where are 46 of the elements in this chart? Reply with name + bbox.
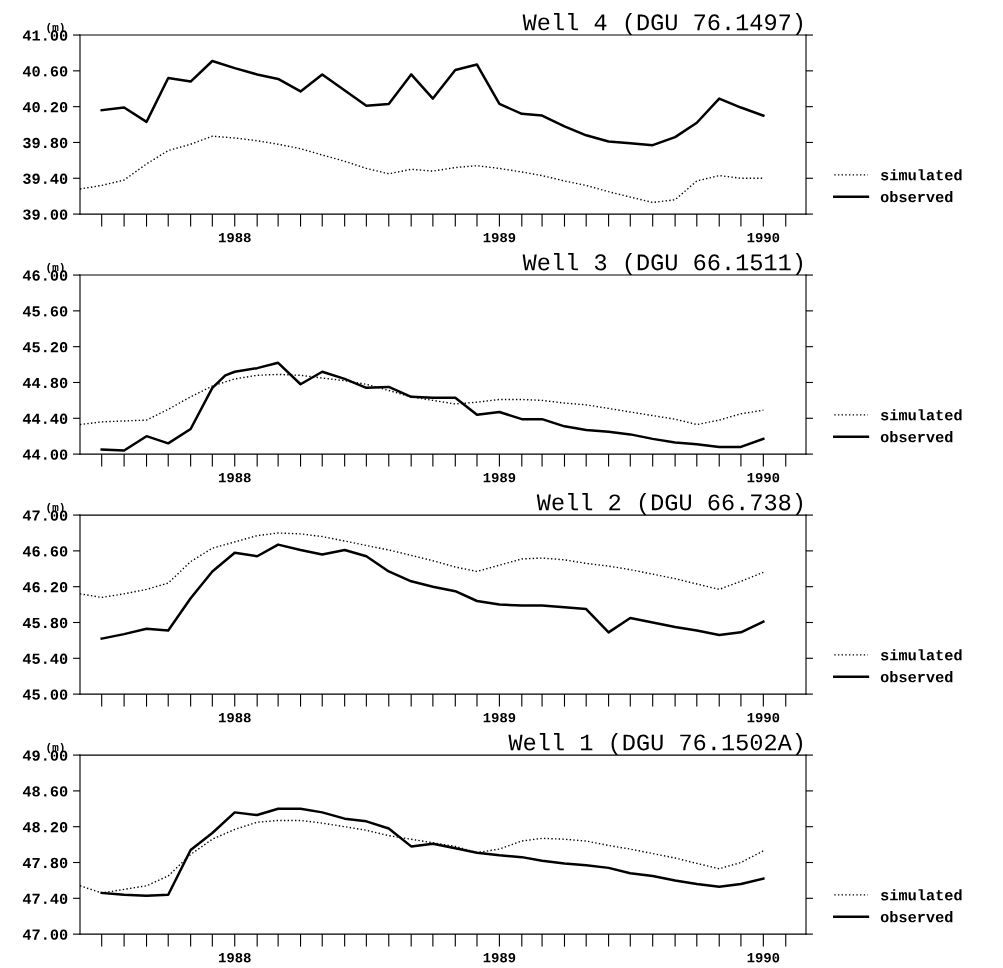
x-tick-label: 1990 xyxy=(747,952,780,963)
y-tick-label: 45.80 xyxy=(22,617,68,629)
y-tick-label: 40.20 xyxy=(22,101,68,113)
chart-title: Well 3 (DGU 66.1511) xyxy=(522,253,803,276)
legend-label: observed xyxy=(880,191,953,203)
x-tick-label: 1989 xyxy=(483,712,516,723)
x-tick-label: 1989 xyxy=(483,472,516,483)
x-tick-label: 1990 xyxy=(747,232,780,243)
y-tick-label: 45.40 xyxy=(22,653,68,664)
legend-label: simulated xyxy=(881,649,962,661)
y-tick-label: 45.20 xyxy=(22,341,68,353)
y-tick-label: 46.20 xyxy=(22,582,68,593)
chart-title: Well 2 (DGU 66.738) xyxy=(536,493,803,516)
x-tick-label: 1988 xyxy=(219,952,251,963)
legend-label: observed xyxy=(880,671,953,683)
y-tick-label: 44.80 xyxy=(22,377,68,389)
x-tick-label: 1988 xyxy=(219,472,251,483)
y-tick-label: 40.60 xyxy=(22,66,68,77)
legend-label: simulated xyxy=(881,889,962,901)
chart-title: Well 4 (DGU 76.1497) xyxy=(522,13,803,36)
legend-label: observed xyxy=(880,431,953,443)
y-tick-label: 39.00 xyxy=(23,209,68,220)
x-tick-label: 1989 xyxy=(483,952,516,963)
line-series xyxy=(100,59,765,147)
y-tick-label: 48.20 xyxy=(22,822,68,833)
x-tick-label: 1989 xyxy=(483,232,516,243)
y-tick-label: 45.60 xyxy=(22,306,68,317)
y-tick-label: 39.40 xyxy=(23,173,68,184)
legend-label: simulated xyxy=(881,409,962,421)
x-tick-label: 1990 xyxy=(747,712,780,723)
legend-label: simulated xyxy=(881,169,962,181)
legend-label: observed xyxy=(880,911,953,923)
y-tick-label: 39.80 xyxy=(23,137,68,149)
chart-title: Well 1 (DGU 76.1502A) xyxy=(508,733,803,756)
x-tick-label: 1988 xyxy=(219,712,251,723)
y-tick-label: 47.40 xyxy=(22,893,68,904)
y-tick-label: 46.60 xyxy=(22,546,68,557)
y-tick-label: 45.00 xyxy=(22,689,68,700)
x-tick-label: 1988 xyxy=(219,232,251,243)
x-tick-label: 1990 xyxy=(747,472,780,483)
y-tick-label: 48.60 xyxy=(22,786,68,797)
line-series xyxy=(100,543,765,640)
y-tick-label: 44.40 xyxy=(22,413,68,424)
y-tick-label: 44.00 xyxy=(22,449,68,460)
y-tick-label: 47.00 xyxy=(22,929,68,940)
y-tick-label: 47.80 xyxy=(22,857,68,869)
